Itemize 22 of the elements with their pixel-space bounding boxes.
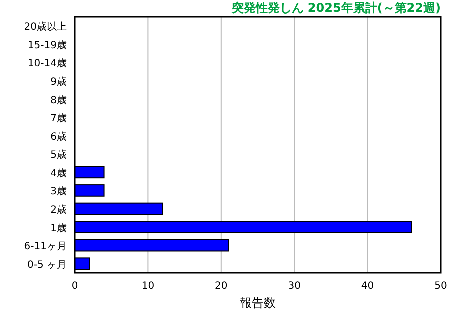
y-tick-label: 1歳 bbox=[50, 222, 67, 234]
y-tick-label: 2歳 bbox=[50, 204, 67, 216]
y-tick-label: 7歳 bbox=[50, 112, 67, 125]
x-tick-label: 40 bbox=[361, 281, 374, 292]
y-tick-label: 6-11ヶ月 bbox=[24, 242, 67, 253]
y-tick-label: 3歳 bbox=[50, 186, 67, 198]
x-tick-label: 0 bbox=[72, 281, 78, 292]
y-tick-label: 0-5 ヶ月 bbox=[27, 260, 67, 271]
y-tick-label: 10-14歳 bbox=[28, 58, 67, 70]
x-tick-label: 30 bbox=[288, 281, 301, 292]
y-tick-label: 4歳 bbox=[50, 167, 67, 180]
x-tick-label: 10 bbox=[142, 281, 155, 292]
x-tick-label: 20 bbox=[215, 281, 228, 292]
x-tick-label: 50 bbox=[434, 281, 448, 292]
y-tick-label: 15-19歳 bbox=[28, 39, 67, 52]
y-tick-label: 20歳以上 bbox=[24, 21, 67, 34]
y-tick-label: 8歳 bbox=[50, 94, 67, 106]
y-tick-label: 5歳 bbox=[50, 149, 67, 162]
y-tick-label: 9歳 bbox=[50, 76, 67, 88]
chart-title: 突発性発しん 2025年累計(～第22週) bbox=[230, 1, 441, 15]
y-tick-label: 6歳 bbox=[50, 130, 67, 143]
x-axis-title: 報告数 bbox=[240, 296, 276, 310]
